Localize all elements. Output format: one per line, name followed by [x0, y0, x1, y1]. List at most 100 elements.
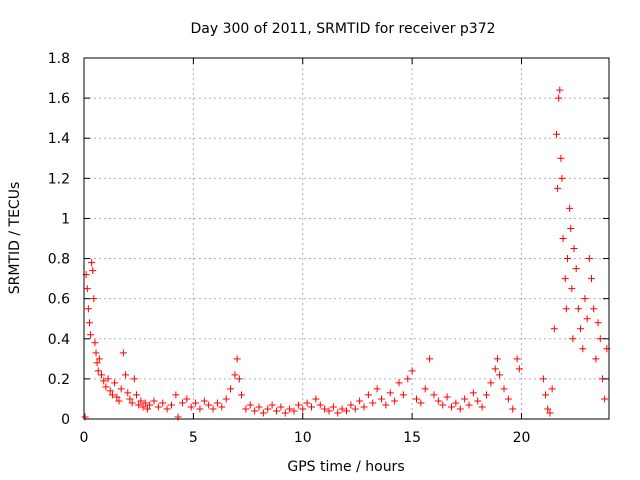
data-point	[577, 325, 585, 333]
data-point	[233, 355, 241, 363]
data-point	[430, 391, 438, 399]
data-point	[474, 397, 482, 405]
data-point	[546, 409, 554, 417]
data-point	[117, 385, 125, 393]
data-point	[154, 403, 162, 411]
data-point	[87, 331, 95, 339]
y-tick-label: 1.4	[48, 131, 70, 147]
data-point	[351, 405, 359, 413]
data-point	[347, 401, 355, 409]
data-point	[334, 409, 342, 417]
data-point	[213, 399, 221, 407]
data-point	[338, 405, 346, 413]
data-point	[312, 395, 320, 403]
data-point	[579, 345, 587, 353]
data-point	[281, 409, 289, 417]
data-point	[421, 385, 429, 393]
data-point	[89, 267, 97, 275]
data-point	[590, 305, 598, 313]
data-point	[88, 259, 96, 267]
data-point	[321, 405, 329, 413]
data-point	[178, 399, 186, 407]
data-point	[183, 395, 191, 403]
data-point	[126, 395, 134, 403]
axis-ticks	[83, 57, 609, 420]
data-point	[255, 403, 263, 411]
data-point	[141, 399, 149, 407]
data-point	[268, 401, 276, 409]
y-tick-label: 1.8	[48, 51, 70, 67]
data-point	[100, 377, 108, 385]
data-point	[83, 285, 91, 293]
data-point	[539, 375, 547, 383]
data-point	[93, 359, 101, 367]
data-point	[386, 389, 394, 397]
x-tick-label: 10	[294, 430, 312, 446]
data-point	[395, 379, 403, 387]
y-tick-label: 0.6	[48, 292, 70, 308]
y-axis-label: SRMTID / TECUs	[7, 182, 23, 295]
data-point	[200, 397, 208, 405]
data-point	[209, 405, 217, 413]
data-point	[135, 401, 143, 409]
data-point	[172, 391, 180, 399]
grid-lines	[84, 58, 609, 419]
data-point	[500, 385, 508, 393]
data-point	[469, 389, 477, 397]
data-point	[452, 399, 460, 407]
data-point	[568, 285, 576, 293]
data-point	[329, 403, 337, 411]
data-point	[238, 391, 245, 399]
y-tick-label: 0.8	[48, 252, 70, 268]
data-point	[556, 86, 564, 94]
y-tick-label: 0.2	[48, 372, 70, 388]
data-point	[456, 405, 464, 413]
data-point	[566, 204, 574, 212]
plot-frame	[83, 57, 610, 420]
data-point	[139, 403, 147, 411]
data-point	[264, 405, 272, 413]
data-point	[399, 391, 407, 399]
data-point	[570, 245, 578, 253]
data-point	[222, 395, 230, 403]
data-point	[137, 397, 145, 405]
data-point	[509, 405, 517, 413]
data-point	[273, 407, 280, 415]
data-point	[192, 399, 200, 407]
data-point	[277, 403, 285, 411]
data-point	[111, 379, 119, 387]
data-point	[227, 385, 235, 393]
data-point	[417, 399, 425, 407]
data-point	[163, 405, 171, 413]
y-tick-label: 1	[61, 211, 70, 227]
data-point	[94, 367, 102, 375]
x-tick-label: 0	[80, 430, 89, 446]
data-point	[563, 255, 571, 263]
y-tick-labels: 0 0.2 0.4 0.6 0.8 1 1.2 1.4 1.6 1.8	[48, 51, 70, 428]
data-point	[559, 235, 567, 242]
data-point	[369, 399, 377, 407]
data-point	[128, 399, 136, 407]
data-point	[85, 319, 93, 327]
data-point	[555, 94, 563, 102]
x-tick-label: 20	[513, 430, 531, 446]
data-point	[343, 407, 350, 415]
chart-title: Day 300 of 2011, SRMTID for receiver p37…	[190, 21, 495, 37]
data-point	[218, 403, 226, 411]
y-tick-label: 0	[61, 412, 70, 428]
data-point	[124, 389, 132, 397]
data-point	[574, 305, 582, 313]
data-point	[119, 349, 127, 357]
data-point	[592, 355, 600, 363]
data-point	[92, 349, 100, 357]
data-point	[286, 405, 294, 413]
data-point	[515, 365, 523, 373]
data-point	[251, 407, 259, 415]
data-point	[364, 391, 372, 399]
data-point	[483, 391, 490, 399]
data-point	[242, 405, 250, 413]
data-point	[246, 401, 254, 409]
data-point	[168, 401, 175, 409]
data-point	[550, 325, 558, 333]
